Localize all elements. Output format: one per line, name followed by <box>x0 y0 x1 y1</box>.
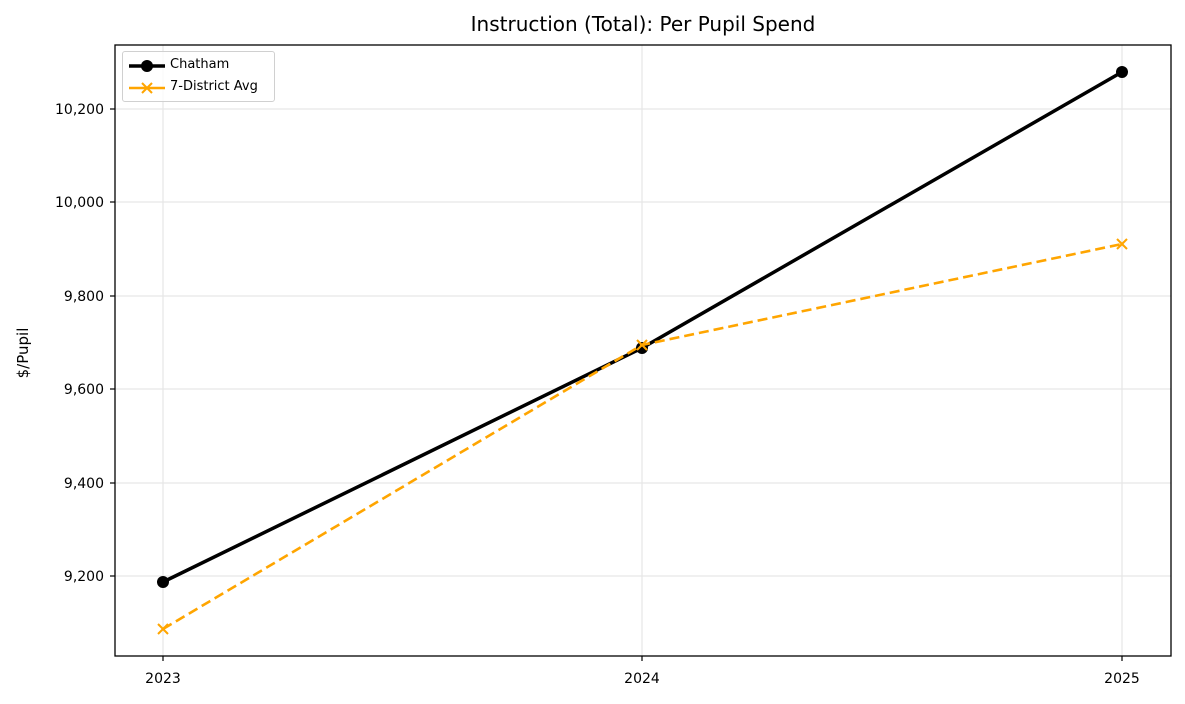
y-tick-label: 10,000 <box>55 195 104 211</box>
x-tick-label: 2025 <box>1104 671 1140 687</box>
series-7-district-avg <box>157 238 1128 635</box>
legend: Chatham 7-District Avg <box>122 51 275 102</box>
axes-frame <box>114 44 1172 657</box>
y-tick-label: 9,400 <box>64 476 104 492</box>
y-tick-label: 9,800 <box>64 289 104 305</box>
y-tick-label: 9,600 <box>64 382 104 398</box>
x-tick-label: 2023 <box>145 671 181 687</box>
legend-line-circle-icon <box>129 60 165 72</box>
y-tick-label: 10,200 <box>55 102 104 118</box>
x-tick-label: 2024 <box>624 671 660 687</box>
legend-item-chatham: Chatham <box>123 56 273 76</box>
chart-title: Instruction (Total): Per Pupil Spend <box>470 12 816 36</box>
legend-label: 7-District Avg <box>170 79 258 94</box>
legend-line-x-icon <box>129 82 165 94</box>
series-chatham <box>157 66 1128 588</box>
y-tick-label: 9,200 <box>64 569 104 585</box>
legend-label: Chatham <box>170 57 230 72</box>
legend-item-7-district-avg: 7-District Avg <box>123 78 273 98</box>
